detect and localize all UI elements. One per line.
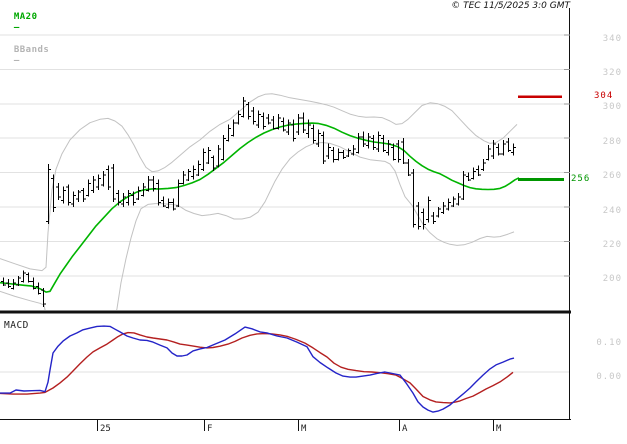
price-axis-label: 300 — [602, 102, 622, 113]
macd-panel-title: MACD — [4, 320, 29, 331]
month-label: 25 — [100, 424, 111, 434]
ma20-line — [0, 122, 520, 293]
bbands-legend-swatch: — — [13, 56, 20, 66]
price-axis-label: 200 — [602, 274, 622, 285]
bbands-legend-label: BBands — [13, 45, 50, 55]
price-axis-label: 260 — [602, 171, 622, 182]
price-panel — [0, 93, 520, 310]
ma20-legend-label: MA20 — [13, 12, 38, 22]
resistance-level-label: 304 — [594, 91, 614, 102]
legend-spacer — [14, 34, 26, 44]
copyright-text: © TEC 11/5/2025 3:0 GMT — [451, 1, 570, 11]
ohlc-bars — [1, 96, 516, 307]
price-axis-label: 240 — [602, 205, 622, 216]
month-label: F — [207, 424, 213, 434]
macd-signal-line — [0, 331, 514, 404]
price-axis-label: 280 — [602, 136, 622, 147]
month-label: M — [301, 424, 307, 434]
chart-legend: MA20 — BBands — — [2, 1, 49, 67]
macd-line — [0, 325, 515, 413]
bollinger-lower-line — [0, 142, 515, 310]
price-axis-label: 340 — [602, 33, 622, 44]
macd-panel — [0, 325, 515, 413]
chart-axes — [0, 8, 571, 431]
price-axis-label: 220 — [602, 239, 622, 250]
support-level-label: 256 — [571, 173, 591, 184]
month-label: A — [402, 424, 408, 434]
macd-axis-label: 0.10 — [596, 337, 622, 348]
bollinger-upper-line — [0, 93, 518, 272]
price-gridlines — [0, 34, 570, 373]
price-axis-label: 320 — [602, 67, 622, 78]
macd-axis-label: 0.00 — [596, 371, 622, 382]
month-label: M — [496, 424, 502, 434]
ma20-legend-swatch: — — [13, 23, 20, 33]
